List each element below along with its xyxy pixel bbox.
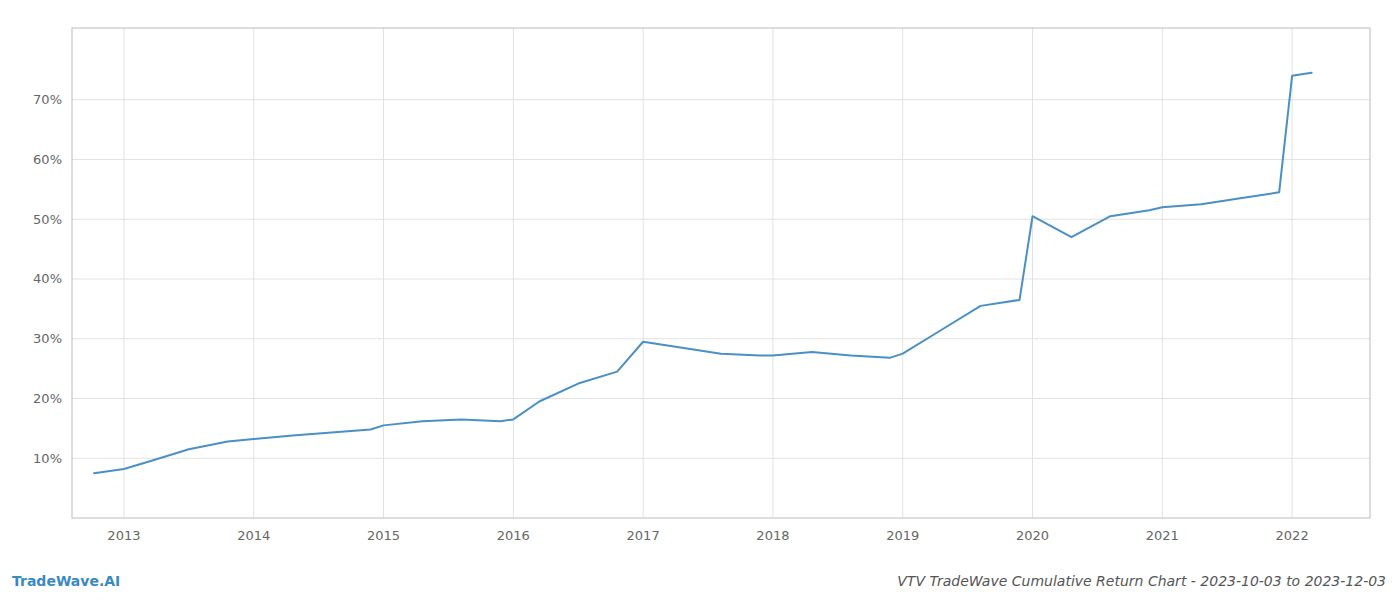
- x-tick-label: 2022: [1276, 528, 1309, 543]
- x-grid-line: [902, 28, 903, 518]
- y-tick-label: 50%: [33, 212, 62, 227]
- chart-container: 2013 2014 2015 2016 2017 2018 2019 2020 2021 2022…: [0, 0, 1400, 600]
- watermark: TradeWave.AI: [12, 573, 120, 589]
- x-tick-label: 2021: [1146, 528, 1179, 543]
- x-tick-label: 2016: [497, 528, 530, 543]
- x-tick-label: 2017: [627, 528, 660, 543]
- x-grid-line: [643, 28, 644, 518]
- x-tick-label: 2013: [107, 528, 140, 543]
- y-tick-label: 10%: [33, 451, 62, 466]
- x-grid-line: [513, 28, 514, 518]
- x-tick-label: 2018: [756, 528, 789, 543]
- y-tick-label: 60%: [33, 152, 62, 167]
- return-line: [94, 73, 1312, 473]
- y-grid-line: [72, 219, 1370, 220]
- x-tick-label: 2020: [1016, 528, 1049, 543]
- x-grid-line: [1032, 28, 1033, 518]
- y-grid-line: [72, 99, 1370, 100]
- chart-title: VTV TradeWave Cumulative Return Chart - …: [897, 573, 1386, 589]
- x-grid-line: [1162, 28, 1163, 518]
- x-tick-label: 2014: [237, 528, 270, 543]
- x-tick-label: 2015: [367, 528, 400, 543]
- y-grid-line: [72, 278, 1370, 279]
- y-grid-line: [72, 458, 1370, 459]
- grid: [72, 28, 1370, 518]
- y-tick-label: 40%: [33, 271, 62, 286]
- y-grid-line: [72, 159, 1370, 160]
- y-tick-label: 20%: [33, 391, 62, 406]
- chart-svg: 2013 2014 2015 2016 2017 2018 2019 2020 2021 2022…: [0, 0, 1400, 600]
- x-grid-line: [772, 28, 773, 518]
- x-grid-line: [123, 28, 124, 518]
- plot-area: [94, 73, 1312, 473]
- x-grid-line: [383, 28, 384, 518]
- y-tick-label: 30%: [33, 331, 62, 346]
- x-grid-line: [1292, 28, 1293, 518]
- x-tick-label: 2019: [886, 528, 919, 543]
- x-grid-line: [253, 28, 254, 518]
- y-grid-line: [72, 398, 1370, 399]
- y-tick-label: 70%: [33, 92, 62, 107]
- y-grid-line: [72, 338, 1370, 339]
- plot-frame: [72, 28, 1370, 518]
- axes: 2013 2014 2015 2016 2017 2018 2019 2020 2021 2022…: [33, 28, 1370, 543]
